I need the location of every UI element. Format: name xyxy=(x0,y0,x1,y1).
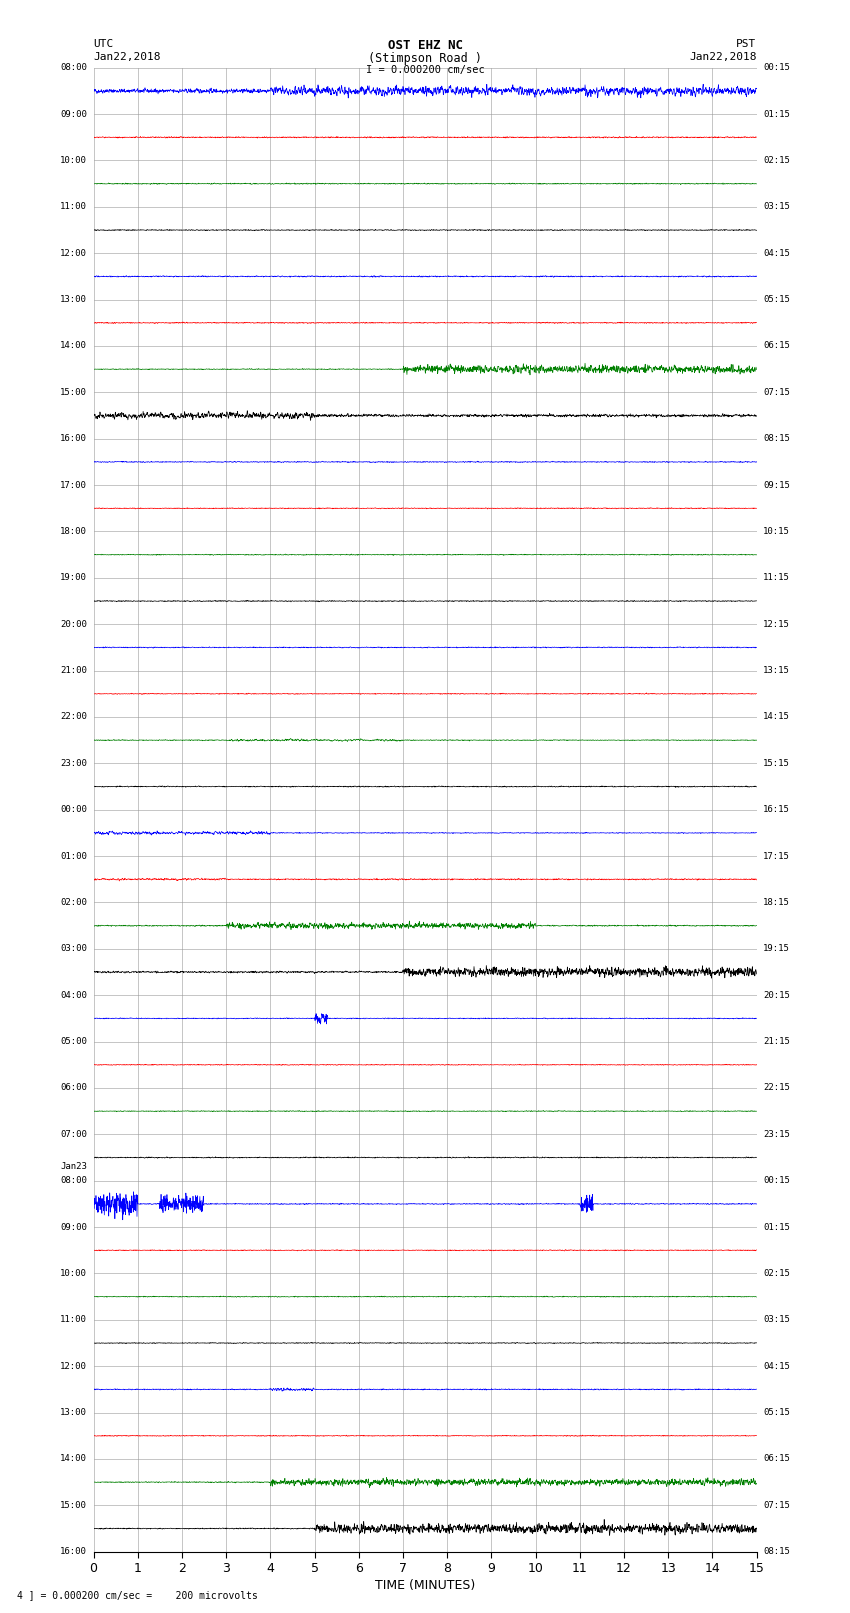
Text: 18:15: 18:15 xyxy=(763,898,790,907)
Text: 10:15: 10:15 xyxy=(763,527,790,536)
Text: 02:00: 02:00 xyxy=(60,898,87,907)
Text: 01:15: 01:15 xyxy=(763,110,790,119)
Text: 08:15: 08:15 xyxy=(763,434,790,444)
Text: 16:00: 16:00 xyxy=(60,434,87,444)
Text: 07:00: 07:00 xyxy=(60,1129,87,1139)
Text: 15:15: 15:15 xyxy=(763,758,790,768)
Text: 16:00: 16:00 xyxy=(60,1547,87,1557)
Text: 11:00: 11:00 xyxy=(60,1315,87,1324)
Text: PST: PST xyxy=(736,39,756,48)
Text: 15:00: 15:00 xyxy=(60,387,87,397)
Text: 03:00: 03:00 xyxy=(60,944,87,953)
Text: 23:00: 23:00 xyxy=(60,758,87,768)
Text: 06:00: 06:00 xyxy=(60,1084,87,1092)
Text: 06:15: 06:15 xyxy=(763,1455,790,1463)
Text: 00:00: 00:00 xyxy=(60,805,87,815)
Text: 07:15: 07:15 xyxy=(763,387,790,397)
Text: 20:15: 20:15 xyxy=(763,990,790,1000)
Text: I = 0.000200 cm/sec: I = 0.000200 cm/sec xyxy=(366,65,484,74)
Text: 05:15: 05:15 xyxy=(763,295,790,305)
Text: OST EHZ NC: OST EHZ NC xyxy=(388,39,462,52)
Text: 4 ] = 0.000200 cm/sec =    200 microvolts: 4 ] = 0.000200 cm/sec = 200 microvolts xyxy=(17,1590,258,1600)
Text: 08:00: 08:00 xyxy=(60,1176,87,1186)
Text: 09:00: 09:00 xyxy=(60,1223,87,1232)
Text: 13:00: 13:00 xyxy=(60,1408,87,1418)
Text: 06:15: 06:15 xyxy=(763,342,790,350)
Text: Jan22,2018: Jan22,2018 xyxy=(689,52,756,61)
Text: 05:15: 05:15 xyxy=(763,1408,790,1418)
Text: 22:00: 22:00 xyxy=(60,713,87,721)
Text: 04:00: 04:00 xyxy=(60,990,87,1000)
Text: 16:15: 16:15 xyxy=(763,805,790,815)
Text: 14:00: 14:00 xyxy=(60,342,87,350)
Text: 12:00: 12:00 xyxy=(60,248,87,258)
Text: 22:15: 22:15 xyxy=(763,1084,790,1092)
Text: 04:15: 04:15 xyxy=(763,248,790,258)
Text: 19:00: 19:00 xyxy=(60,573,87,582)
Text: 09:00: 09:00 xyxy=(60,110,87,119)
Text: 11:15: 11:15 xyxy=(763,573,790,582)
Text: 18:00: 18:00 xyxy=(60,527,87,536)
Text: 17:00: 17:00 xyxy=(60,481,87,490)
Text: 00:15: 00:15 xyxy=(763,1176,790,1186)
Text: (Stimpson Road ): (Stimpson Road ) xyxy=(368,52,482,65)
Text: Jan22,2018: Jan22,2018 xyxy=(94,52,161,61)
Text: 17:15: 17:15 xyxy=(763,852,790,861)
Text: 23:15: 23:15 xyxy=(763,1129,790,1139)
Text: 05:00: 05:00 xyxy=(60,1037,87,1047)
Text: 15:00: 15:00 xyxy=(60,1500,87,1510)
Text: 10:00: 10:00 xyxy=(60,156,87,165)
Text: 19:15: 19:15 xyxy=(763,944,790,953)
Text: 08:15: 08:15 xyxy=(763,1547,790,1557)
Text: 02:15: 02:15 xyxy=(763,1269,790,1277)
Text: 04:15: 04:15 xyxy=(763,1361,790,1371)
Text: 14:00: 14:00 xyxy=(60,1455,87,1463)
Text: 21:00: 21:00 xyxy=(60,666,87,676)
X-axis label: TIME (MINUTES): TIME (MINUTES) xyxy=(375,1579,475,1592)
Text: 12:15: 12:15 xyxy=(763,619,790,629)
Text: 03:15: 03:15 xyxy=(763,202,790,211)
Text: 12:00: 12:00 xyxy=(60,1361,87,1371)
Text: 11:00: 11:00 xyxy=(60,202,87,211)
Text: 14:15: 14:15 xyxy=(763,713,790,721)
Text: 01:00: 01:00 xyxy=(60,852,87,861)
Text: 10:00: 10:00 xyxy=(60,1269,87,1277)
Text: 21:15: 21:15 xyxy=(763,1037,790,1047)
Text: 20:00: 20:00 xyxy=(60,619,87,629)
Text: 03:15: 03:15 xyxy=(763,1315,790,1324)
Text: 07:15: 07:15 xyxy=(763,1500,790,1510)
Text: 13:15: 13:15 xyxy=(763,666,790,676)
Text: UTC: UTC xyxy=(94,39,114,48)
Text: 08:00: 08:00 xyxy=(60,63,87,73)
Text: 09:15: 09:15 xyxy=(763,481,790,490)
Text: 01:15: 01:15 xyxy=(763,1223,790,1232)
Text: Jan23: Jan23 xyxy=(60,1163,87,1171)
Text: 00:15: 00:15 xyxy=(763,63,790,73)
Text: 13:00: 13:00 xyxy=(60,295,87,305)
Text: 02:15: 02:15 xyxy=(763,156,790,165)
